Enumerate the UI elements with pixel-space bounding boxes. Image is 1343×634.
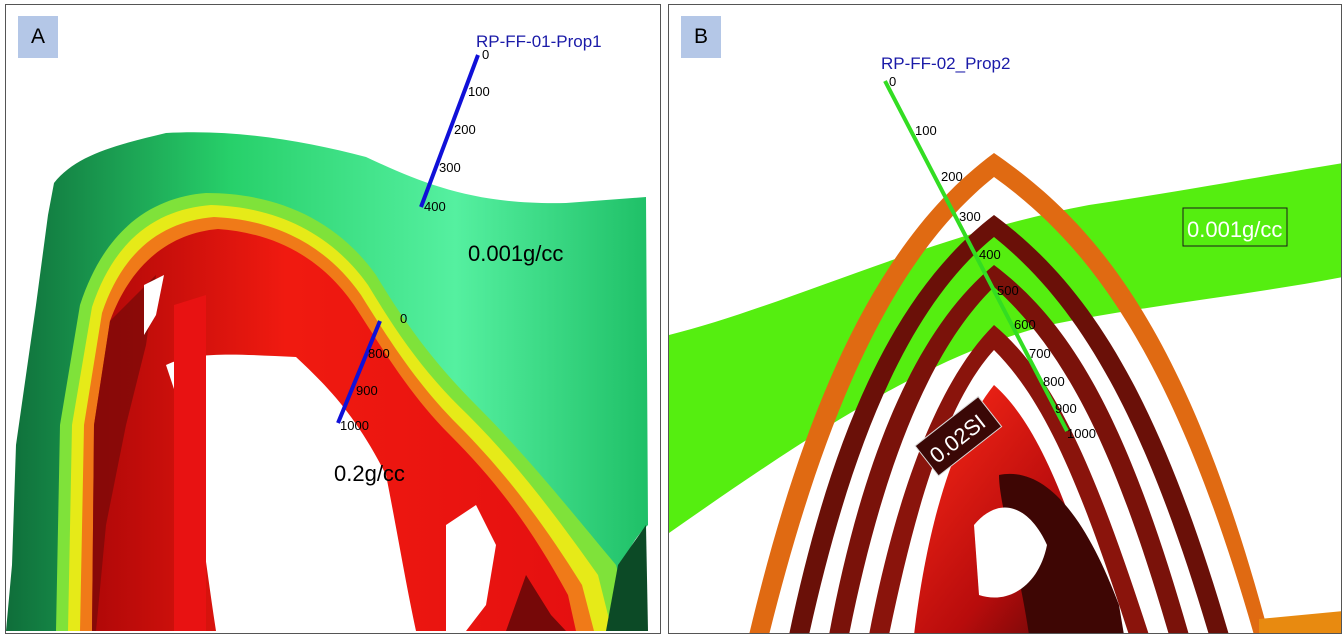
depth-tick-100: 100 — [915, 123, 937, 138]
depth-tick-1000: 1000 — [340, 418, 369, 433]
panel-b: 0 100 200 300 400 500 600 700 800 900 10… — [668, 4, 1342, 634]
depth-tick-100: 100 — [468, 84, 490, 99]
density-label-inner-box — [914, 395, 1003, 477]
panel-a-scene: 0 100 200 300 400 0 800 900 1000 RP-FF-0… — [6, 32, 648, 631]
well-name: RP-FF-01-Prop1 — [476, 32, 602, 51]
depth-tick-1000: 1000 — [1067, 426, 1096, 441]
depth-tick-0: 0 — [482, 47, 489, 62]
density-band-0-001 — [669, 163, 1341, 533]
panel-a: 0 100 200 300 400 0 800 900 1000 RP-FF-0… — [5, 4, 661, 634]
depth-tick-800: 800 — [368, 346, 390, 361]
well-trajectory — [883, 80, 1069, 432]
depth-tick-700: 700 — [1029, 346, 1051, 361]
depth-tick-300: 300 — [959, 209, 981, 224]
depth-tick-lower-0: 0 — [400, 311, 407, 326]
depth-tick-800: 800 — [1043, 374, 1065, 389]
panel-a-label: A — [18, 16, 58, 58]
fold-shadow-2 — [506, 575, 566, 631]
red-limb — [174, 295, 206, 631]
density-label-outer-box — [1182, 207, 1288, 247]
panel-b-scene: 0 100 200 300 400 500 600 700 800 900 10… — [669, 54, 1341, 633]
depth-tick-400: 400 — [424, 199, 446, 214]
density-label-inner: 0.2g/cc — [334, 461, 405, 486]
fold-shadow — [92, 275, 156, 631]
depth-tick-900: 900 — [356, 383, 378, 398]
depth-tick-500: 500 — [997, 283, 1019, 298]
depth-tick-200: 200 — [941, 169, 963, 184]
depth-tick-400: 400 — [979, 247, 1001, 262]
lower-shadow — [999, 473, 1124, 633]
interior-gap-2 — [144, 275, 164, 335]
depth-tick-200: 200 — [454, 122, 476, 137]
well-name: RP-FF-02_Prop2 — [881, 54, 1010, 73]
density-label-outer: 0.001g/cc — [1187, 217, 1282, 242]
arch-2 — [789, 215, 1229, 633]
well-trajectory-upper — [419, 54, 480, 208]
depth-tick-600: 600 — [1014, 317, 1036, 332]
depth-tick-0: 0 — [889, 74, 896, 89]
panel-b-label: B — [681, 16, 721, 58]
interior-gap — [974, 507, 1047, 598]
interior-gap — [166, 354, 416, 631]
well-trajectory-lower — [336, 320, 382, 424]
depth-tick-900: 900 — [1055, 401, 1077, 416]
fold-shadow-3 — [606, 525, 648, 631]
density-label-outer: 0.001g/cc — [468, 241, 563, 266]
interior-gap-3 — [446, 505, 496, 631]
arch-4 — [869, 325, 1149, 633]
bottom-strip — [1259, 611, 1341, 633]
arch-3 — [829, 265, 1189, 633]
depth-tick-300: 300 — [439, 160, 461, 175]
